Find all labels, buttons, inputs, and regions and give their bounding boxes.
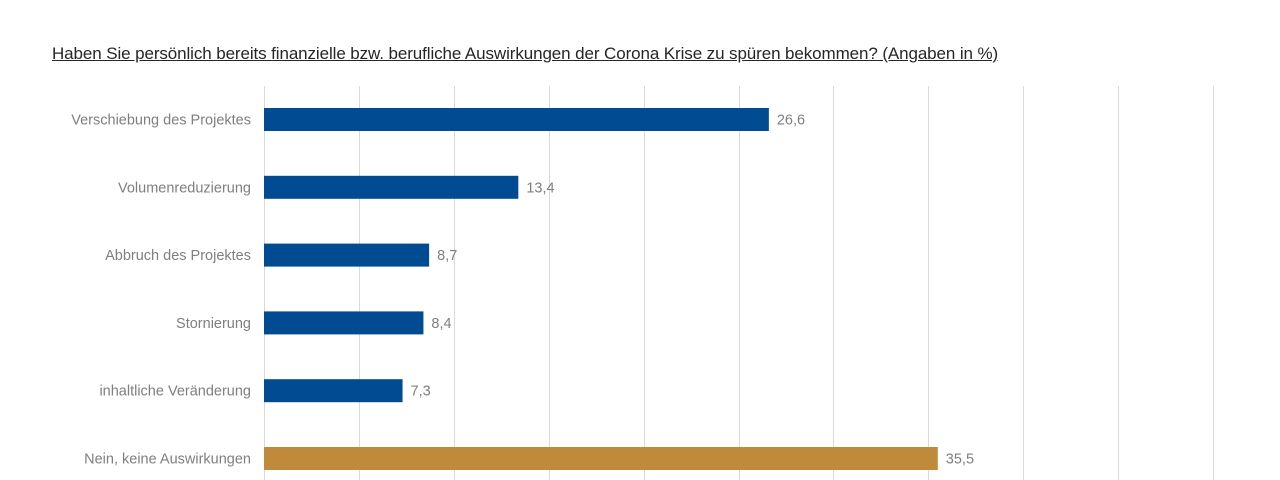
category-label: inhaltliche Veränderung <box>99 384 251 400</box>
data-label: 7,3 <box>411 384 431 400</box>
data-label: 8,4 <box>431 316 451 332</box>
category-label: Abbruch des Projektes <box>105 248 251 264</box>
bar <box>264 379 403 403</box>
chart-title: Haben Sie persönlich bereits finanzielle… <box>52 44 999 63</box>
data-label: 13,4 <box>526 180 554 196</box>
grid-lines <box>264 86 1214 480</box>
bar <box>264 175 519 199</box>
category-label: Volumenreduzierung <box>118 180 251 196</box>
category-label: Stornierung <box>176 316 251 332</box>
data-label: 8,7 <box>437 248 457 264</box>
category-label: Verschiebung des Projektes <box>71 113 251 129</box>
labels: Verschiebung des Projektes 26,6 Volumenred… <box>71 113 974 468</box>
bar <box>264 108 769 131</box>
data-label: 26,6 <box>777 113 805 129</box>
bar <box>264 311 424 335</box>
category-label: Nein, keine Auswirkungen <box>84 452 251 468</box>
bars <box>264 108 938 470</box>
bar <box>264 243 430 267</box>
data-label: 35,5 <box>946 452 974 468</box>
bar <box>264 447 938 470</box>
